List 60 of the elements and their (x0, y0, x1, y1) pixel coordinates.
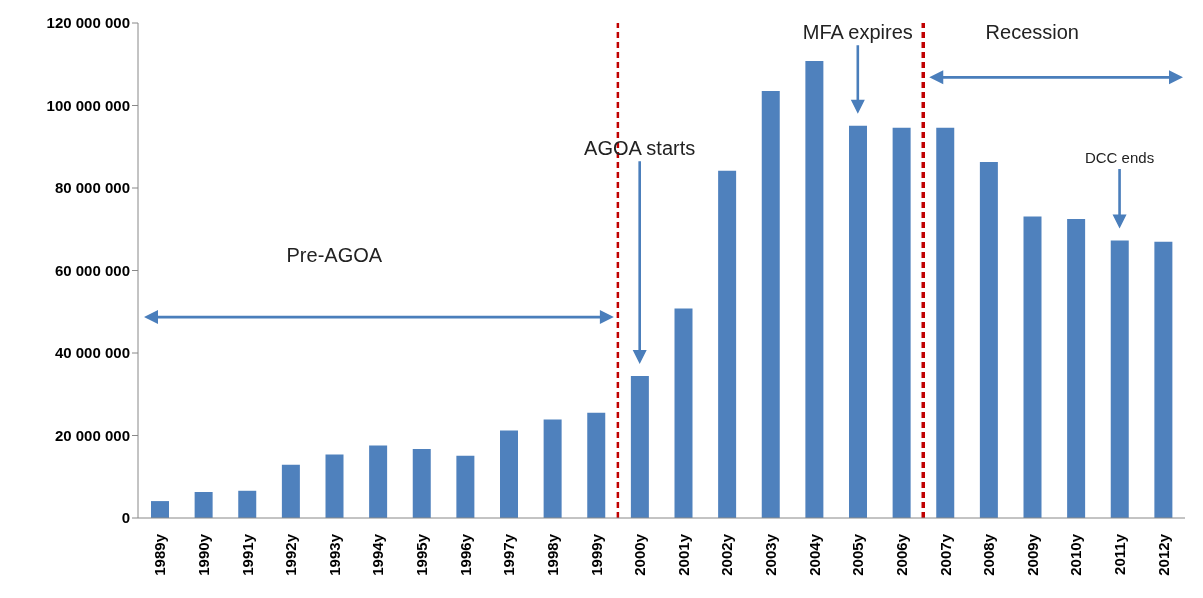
x-tick-label: 1992y (282, 533, 300, 576)
bar (849, 125, 867, 518)
x-tick-label: 2003y (762, 533, 780, 576)
bar (281, 464, 300, 518)
x-tick-label: 2009y (1023, 533, 1041, 576)
x-tick-label: 1999y (587, 533, 605, 576)
annotation: MFA expires (802, 21, 913, 44)
x-tick-label: 1994y (369, 533, 387, 576)
bar (194, 492, 213, 518)
bar (674, 308, 693, 518)
y-tick-label: 120 000 000 (46, 14, 130, 32)
x-tick-label: 2010y (1067, 533, 1085, 576)
y-tick-label: 40 000 000 (54, 344, 130, 362)
bar (1110, 240, 1129, 518)
x-tick-label: 2007y (936, 533, 954, 576)
x-tick-label: 2005y (849, 533, 867, 576)
x-tick-label: 2011y (1111, 533, 1129, 575)
bar (892, 127, 911, 518)
x-tick-label: 1993y (325, 533, 343, 576)
y-tick-label: 20 000 000 (54, 426, 130, 444)
x-tick-label: 1998y (543, 533, 561, 576)
bar (500, 430, 518, 518)
x-tick-label: 1989y (151, 533, 169, 576)
x-tick-label: 2008y (980, 533, 998, 576)
x-tick-label: 1997y (500, 533, 518, 576)
bar (412, 449, 431, 518)
bar (979, 162, 998, 518)
y-tick-label: 60 000 000 (54, 261, 130, 279)
bar (718, 170, 737, 518)
bar (936, 127, 955, 518)
annotation: Recession (985, 21, 1080, 44)
x-tick-label: 1996y (456, 533, 474, 576)
x-tick-label: 2012y (1154, 533, 1172, 576)
x-tick-label: 2002y (718, 533, 736, 576)
y-tick-label: 0 (121, 509, 130, 527)
bar (369, 445, 388, 518)
bar (630, 376, 649, 518)
annotation: DCC ends (1084, 149, 1155, 167)
bar (761, 91, 780, 518)
bar (151, 501, 169, 518)
x-tick-label: 1995y (413, 533, 431, 576)
annotation: AGOA starts (584, 137, 696, 160)
y-tick-label: 80 000 000 (54, 179, 130, 197)
bar (805, 60, 824, 518)
y-tick-label: 100 000 000 (46, 96, 130, 114)
bar (587, 412, 606, 518)
x-tick-label: 2001y (674, 533, 692, 576)
bar (456, 455, 475, 518)
x-tick-label: 2004y (805, 533, 823, 576)
bar (1023, 216, 1042, 518)
bar (543, 419, 562, 518)
bar (238, 490, 257, 518)
annotation: Pre-AGOA (286, 244, 383, 267)
x-tick-label: 1990y (194, 533, 212, 576)
bar (325, 454, 344, 518)
bar (1067, 218, 1086, 518)
x-tick-label: 2006y (892, 533, 910, 576)
x-tick-label: 2000y (631, 533, 649, 576)
x-tick-label: 1991y (238, 533, 256, 576)
bar (1154, 241, 1173, 518)
